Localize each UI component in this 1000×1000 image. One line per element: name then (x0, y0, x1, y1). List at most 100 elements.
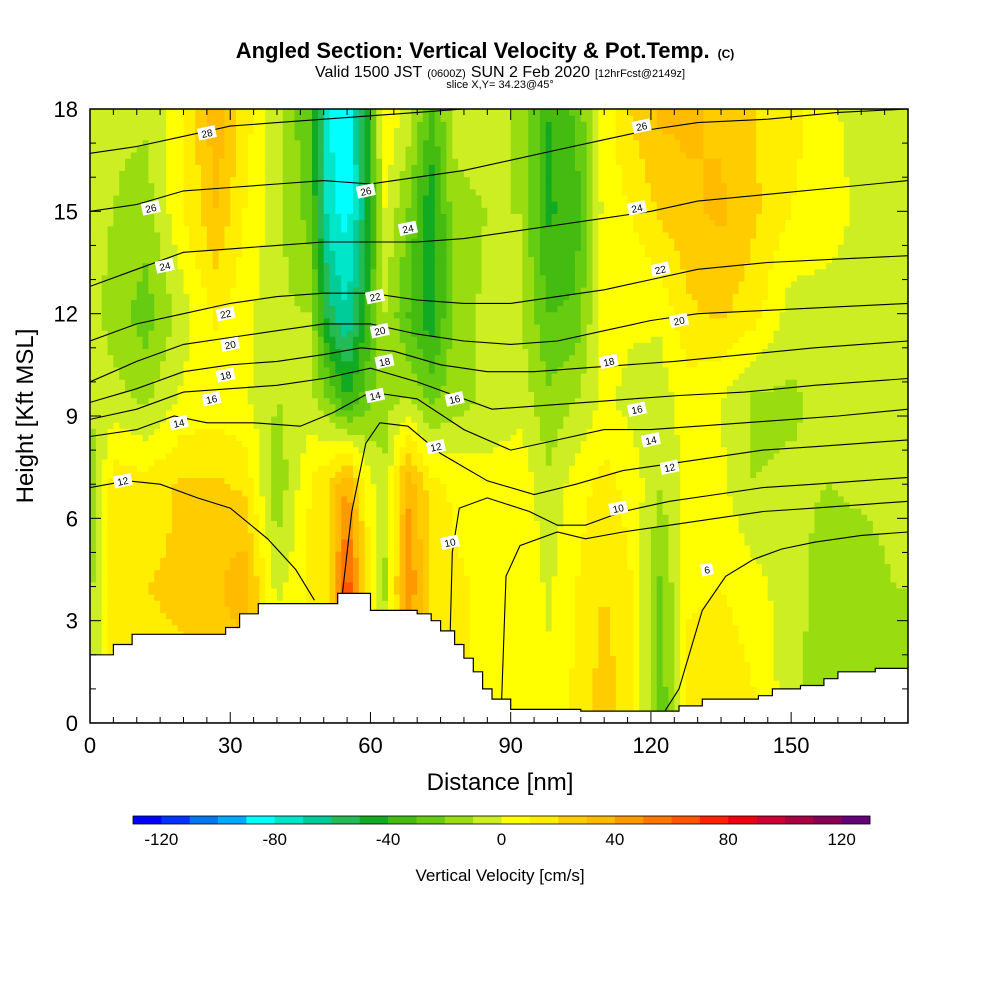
velocity-cell (312, 557, 319, 564)
velocity-cell (569, 680, 576, 687)
velocity-cell (271, 551, 278, 558)
velocity-cell (212, 526, 220, 534)
velocity-cell (732, 508, 740, 515)
velocity-cell (896, 600, 903, 607)
velocity-cell (861, 563, 868, 571)
velocity-cell (715, 637, 722, 644)
velocity-cell (557, 563, 564, 571)
velocity-cell (528, 569, 535, 577)
velocity-cell (832, 618, 839, 626)
velocity-cell (773, 680, 781, 687)
velocity-cell (756, 581, 763, 589)
velocity-cell (796, 643, 804, 650)
velocity-cell (446, 563, 453, 571)
velocity-cell (376, 569, 383, 577)
velocity-cell (428, 551, 436, 558)
velocity-cell (440, 532, 448, 540)
velocity-cell (650, 508, 658, 515)
velocity-cell (802, 612, 810, 620)
velocity-cell (767, 594, 775, 601)
velocity-cell (896, 581, 903, 589)
velocity-cell (171, 514, 179, 521)
velocity-cell (101, 649, 109, 657)
velocity-cell (680, 557, 687, 564)
velocity-cell (329, 532, 336, 540)
velocity-cell (791, 587, 798, 595)
velocity-cell (814, 569, 821, 577)
velocity-cell (592, 569, 599, 577)
velocity-cell (855, 618, 862, 626)
velocity-cell (662, 692, 670, 700)
velocity-cell (236, 520, 243, 528)
velocity-cell (487, 501, 494, 509)
velocity-cell (586, 704, 594, 712)
velocity-cell (458, 624, 465, 632)
velocity-cell (890, 544, 897, 552)
velocity-cell (165, 618, 173, 626)
velocity-cell (171, 526, 179, 534)
velocity-cell (592, 581, 599, 589)
velocity-cell (522, 686, 529, 693)
velocity-cell (826, 630, 833, 638)
velocity-cell (832, 606, 839, 614)
velocity-cell (510, 575, 518, 583)
velocity-cell (557, 587, 564, 595)
velocity-cell (230, 538, 237, 546)
velocity-cell (212, 538, 220, 546)
velocity-cell (832, 667, 839, 675)
velocity-cell (878, 606, 886, 614)
velocity-cell (691, 557, 699, 564)
velocity-cell (335, 520, 342, 528)
velocity-cell (142, 612, 150, 620)
velocity-cell (329, 544, 336, 552)
velocity-cell (539, 538, 547, 546)
velocity-cell (586, 655, 594, 663)
velocity-cell (364, 514, 372, 521)
velocity-cell (779, 618, 786, 626)
velocity-cell (703, 643, 710, 650)
velocity-cell (610, 673, 617, 681)
velocity-cell (323, 520, 331, 528)
velocity-cell (440, 514, 448, 521)
velocity-cell (645, 575, 652, 583)
velocity-cell (761, 649, 769, 657)
velocity-cell (633, 520, 640, 528)
velocity-cell (837, 649, 845, 657)
velocity-cell (516, 692, 523, 700)
velocity-cell (504, 661, 512, 669)
velocity-cell (867, 594, 874, 601)
velocity-cell (796, 612, 804, 620)
velocity-cell (639, 661, 646, 669)
velocity-cell (738, 526, 745, 534)
velocity-cell (522, 643, 529, 650)
velocity-cell (826, 563, 833, 571)
velocity-cell (645, 526, 652, 534)
velocity-cell (165, 544, 173, 552)
velocity-cell (142, 508, 150, 515)
velocity-cell (177, 563, 185, 571)
velocity-cell (142, 575, 150, 583)
velocity-cell (557, 649, 564, 657)
velocity-cell (352, 569, 360, 577)
chart-title: Angled Section: Vertical Velocity & Pot.… (236, 38, 735, 63)
velocity-cell (329, 526, 336, 534)
velocity-cell (165, 594, 173, 601)
velocity-cell (721, 673, 728, 681)
velocity-cell (709, 594, 716, 601)
velocity-cell (189, 501, 196, 509)
velocity-cell (563, 692, 570, 700)
velocity-cell (604, 557, 611, 564)
velocity-cell (107, 581, 114, 589)
velocity-cell (627, 680, 634, 687)
velocity-cell (820, 587, 827, 595)
velocity-cell (627, 704, 634, 712)
velocity-cell (884, 612, 892, 620)
velocity-cell (434, 563, 442, 571)
velocity-cell (668, 704, 675, 712)
velocity-cell (417, 587, 424, 595)
velocity-cell (610, 569, 617, 577)
velocity-cell (551, 557, 559, 564)
velocity-cell (218, 618, 225, 626)
velocity-cell (726, 637, 734, 644)
velocity-cell (610, 557, 617, 564)
